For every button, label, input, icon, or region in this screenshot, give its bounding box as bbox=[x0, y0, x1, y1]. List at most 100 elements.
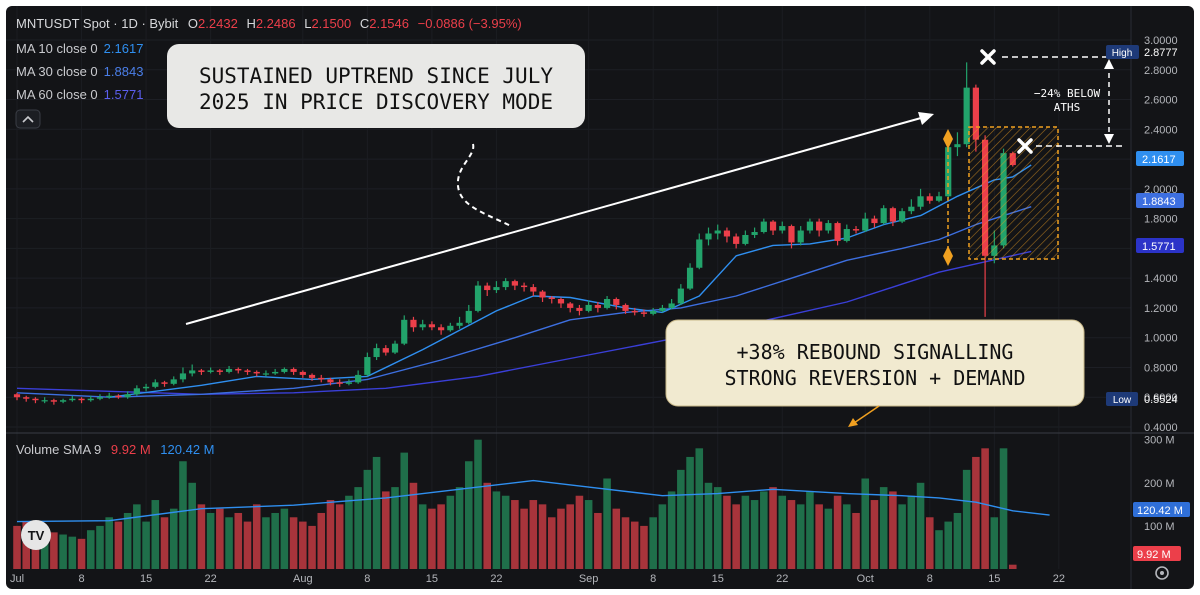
time-tick-label: 22 bbox=[776, 573, 788, 585]
ohlc-legend: MNTUSDT Spot · 1D · Bybit O2.2432 H2.248… bbox=[16, 16, 522, 31]
ath-arrow-down bbox=[1104, 134, 1114, 144]
svg-text:TV: TV bbox=[28, 528, 45, 543]
time-tick-label: 22 bbox=[1053, 573, 1065, 585]
rebound-callout-pointer bbox=[853, 405, 880, 424]
volume-bar bbox=[446, 495, 455, 569]
candle-body bbox=[705, 233, 712, 240]
price-tick-label: 1.2000 bbox=[1144, 303, 1178, 315]
ma10-legend[interactable]: MA 10 close 0 2.1617 bbox=[16, 41, 143, 56]
candle-body bbox=[686, 267, 694, 289]
ma60-legend[interactable]: MA 60 close 0 1.5771 bbox=[16, 87, 143, 102]
volume-bar bbox=[105, 517, 113, 569]
candle-body bbox=[622, 304, 629, 311]
rebound-callout-line2: STRONG REVERSION + DEMAND bbox=[724, 366, 1025, 390]
rebound-callout-pointer-head bbox=[848, 418, 858, 427]
svg-text:High: High bbox=[1112, 48, 1133, 59]
candle-body bbox=[364, 357, 371, 375]
candle-body bbox=[456, 322, 463, 326]
volume-bar bbox=[382, 491, 390, 569]
ath-label-line2: ATHS bbox=[1054, 101, 1081, 114]
volume-bar bbox=[640, 525, 648, 569]
volume-bar bbox=[289, 517, 298, 569]
candle-body bbox=[631, 310, 638, 313]
volume-bar bbox=[160, 517, 169, 569]
volume-bar bbox=[77, 538, 86, 569]
price-tick-label: 0.8000 bbox=[1144, 362, 1178, 374]
volume-bar bbox=[852, 512, 860, 569]
volume-bar bbox=[437, 504, 445, 569]
volume-bar bbox=[925, 517, 934, 569]
time-tick-label: 15 bbox=[988, 573, 1000, 585]
candle-body bbox=[484, 285, 491, 291]
volume-bar bbox=[234, 512, 243, 569]
volume-bar bbox=[824, 508, 833, 569]
candle-body bbox=[539, 291, 546, 298]
volume-bar bbox=[252, 504, 261, 569]
volume-tag: 9.92 M bbox=[1133, 546, 1181, 561]
svg-text:2.8777: 2.8777 bbox=[1144, 47, 1178, 59]
candle-body bbox=[954, 144, 961, 148]
volume-bar bbox=[944, 521, 953, 569]
volume-legend[interactable]: Volume SMA 9 9.92 M 120.42 M bbox=[16, 442, 214, 457]
candle-body bbox=[594, 304, 601, 308]
candle-body bbox=[567, 303, 574, 308]
candle-body bbox=[640, 312, 648, 314]
chevron-up-icon bbox=[22, 115, 34, 123]
candle-body bbox=[438, 327, 445, 331]
volume-bar bbox=[271, 512, 279, 569]
candle-body bbox=[179, 373, 187, 380]
volume-bar bbox=[547, 517, 556, 569]
ath-arrow-up bbox=[1104, 59, 1114, 69]
candle-body bbox=[576, 307, 583, 311]
time-tick-label: Aug bbox=[293, 573, 313, 585]
tradingview-logo-icon: TV bbox=[21, 520, 51, 550]
volume-tick-label: 200 M bbox=[1144, 478, 1175, 490]
volume-bar bbox=[418, 504, 427, 569]
volume-bar bbox=[898, 504, 906, 569]
volume-bar bbox=[575, 495, 584, 569]
candle-body bbox=[401, 319, 408, 344]
price-scale[interactable]: 3.00002.80002.60002.40002.20002.00001.80… bbox=[1144, 35, 1178, 434]
time-tick-label: 22 bbox=[490, 573, 502, 585]
time-axis[interactable]: Jul 8 15 22 Aug 8 15 22 Sep 8 15 22 Oct 8 15 22 bbox=[10, 573, 1065, 585]
ma10-line bbox=[109, 164, 1032, 398]
candle-body bbox=[133, 388, 140, 395]
gear-icon[interactable] bbox=[1155, 566, 1169, 580]
candle-body bbox=[106, 395, 113, 398]
ma30-legend[interactable]: MA 30 close 0 1.8843 bbox=[16, 64, 143, 79]
volume-bar bbox=[409, 482, 418, 569]
time-tick-label: Oct bbox=[857, 573, 874, 585]
price-tick-label: 2.4000 bbox=[1144, 124, 1178, 136]
candle-body bbox=[908, 206, 915, 212]
measure-top-diamond bbox=[943, 129, 953, 149]
volume-bar bbox=[566, 504, 574, 569]
volume-bar bbox=[428, 508, 436, 569]
candle-body bbox=[50, 400, 57, 402]
volume-bar bbox=[594, 512, 602, 569]
volume-bar bbox=[501, 495, 510, 569]
candle-body bbox=[87, 398, 94, 401]
volume-bar bbox=[630, 521, 639, 569]
time-tick-label: 8 bbox=[650, 573, 656, 585]
volume-bar bbox=[612, 508, 621, 569]
current-x-marker bbox=[1017, 138, 1033, 154]
candle-body bbox=[899, 211, 906, 222]
close-value: 2.1546 bbox=[369, 16, 409, 31]
volume-bar bbox=[686, 456, 694, 569]
volume-bar bbox=[962, 469, 971, 569]
price-tick-label: 1.8000 bbox=[1144, 214, 1178, 226]
svg-text:1.5771: 1.5771 bbox=[1142, 241, 1176, 253]
volume-bar bbox=[197, 504, 206, 569]
candle-body bbox=[96, 397, 104, 399]
candle-body bbox=[714, 230, 721, 234]
volume-bar bbox=[796, 504, 805, 569]
volume-bar bbox=[603, 478, 611, 569]
candle-body bbox=[926, 196, 933, 201]
volume-bar bbox=[833, 495, 842, 569]
volume-bar bbox=[806, 491, 814, 569]
volume-tick-label: 100 M bbox=[1144, 521, 1175, 533]
candlestick-chart[interactable]: SUSTAINED UPTREND SINCE JULY 2025 IN PRI… bbox=[6, 6, 1194, 589]
candle-body bbox=[170, 379, 177, 384]
candle-body bbox=[816, 221, 823, 231]
collapse-legend-button[interactable] bbox=[15, 109, 41, 129]
